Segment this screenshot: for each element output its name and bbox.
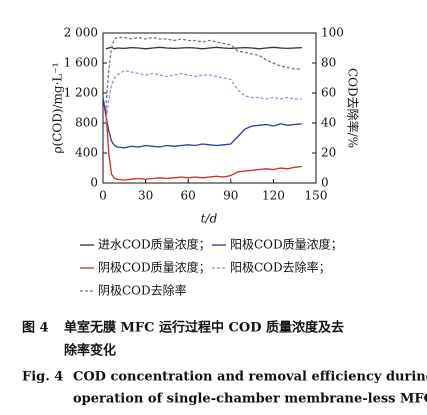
- legend-label: 阳极COD质量浓度；: [230, 237, 343, 252]
- x-axis-label: t/d: [201, 212, 218, 226]
- y2-tick-label: 100: [321, 26, 344, 40]
- x-tick-label: 150: [305, 189, 328, 203]
- y2-tick-label: 0: [321, 176, 329, 190]
- y-axis-label: ρ(COD)/mg·L⁻¹: [51, 62, 65, 153]
- y-tick-label: 400: [75, 146, 98, 160]
- caption-line: 单室无膜 MFC 运行过程中 COD 质量浓度及去: [64, 320, 344, 336]
- y-tick-label: 800: [75, 116, 98, 130]
- legend-label: 阳极COD去除率；: [230, 260, 331, 275]
- y2-axis-label: COD去除率/%: [346, 68, 361, 148]
- legend-label: 阴极COD去除率: [98, 283, 187, 298]
- series-line: [105, 36, 302, 109]
- y-tick-label: 2 000: [64, 26, 98, 40]
- y-tick-label: 1 200: [64, 86, 98, 100]
- caption-line: operation of single-chamber membrane-les…: [73, 392, 427, 407]
- caption-line: COD concentration and removal efficiency…: [73, 370, 427, 385]
- x-tick-label: 30: [138, 189, 153, 203]
- caption-label: Fig. 4: [22, 370, 63, 385]
- x-tick-label: 120: [262, 189, 285, 203]
- caption-label: 图 4: [22, 321, 49, 336]
- series-line: [105, 69, 302, 124]
- caption-line: 除率变化: [64, 343, 116, 359]
- series-line: [105, 46, 302, 50]
- series-line: [102, 96, 302, 149]
- legend-label: 进水COD质量浓度；: [98, 237, 211, 252]
- y2-tick-label: 20: [321, 146, 336, 160]
- y-tick-label: 0: [90, 176, 98, 190]
- plot-frame: [102, 32, 317, 184]
- y2-tick-label: 60: [321, 86, 336, 100]
- y-tick-label: 1 600: [64, 56, 98, 70]
- x-tick-label: 60: [181, 189, 196, 203]
- y2-tick-label: 40: [321, 116, 336, 130]
- x-tick-label: 0: [99, 189, 107, 203]
- y2-tick-label: 80: [321, 56, 336, 70]
- series-line: [105, 107, 302, 181]
- x-tick-label: 90: [223, 189, 238, 203]
- legend-label: 阴极COD质量浓度；: [98, 260, 211, 275]
